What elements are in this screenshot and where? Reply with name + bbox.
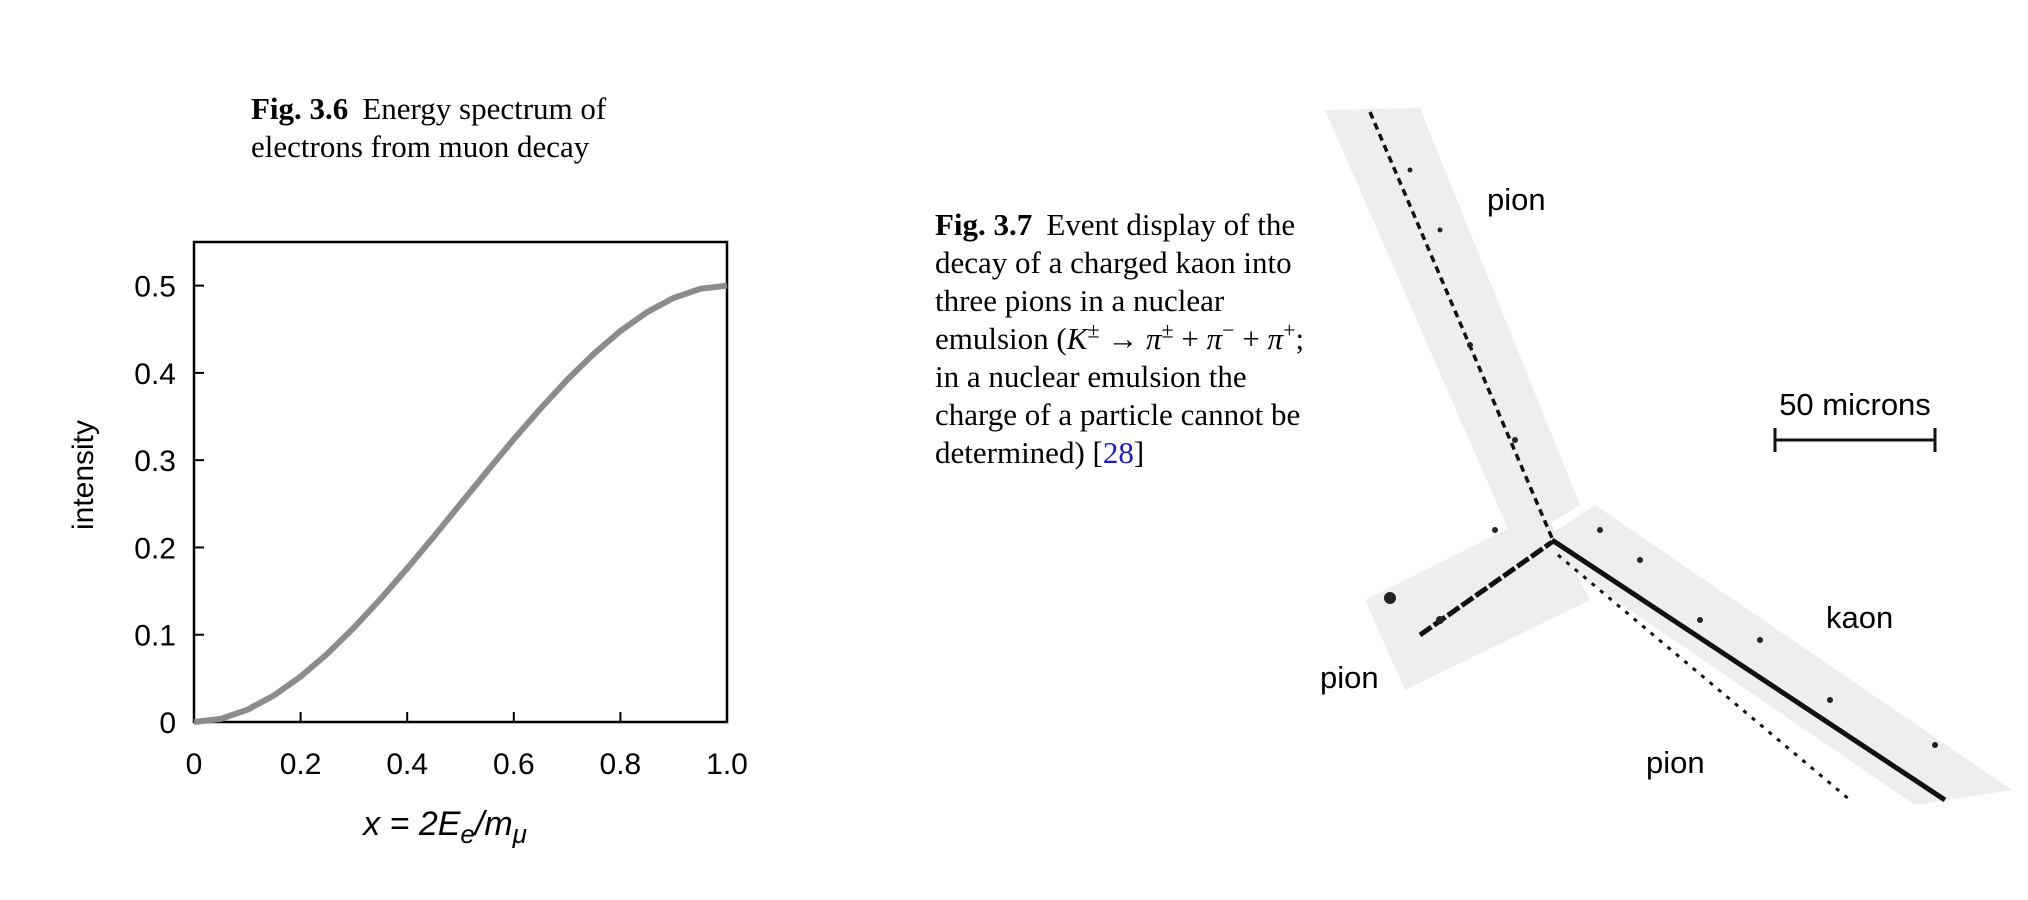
plus-2: +	[1235, 321, 1268, 356]
x-axis-label-part: /m	[473, 805, 513, 843]
citation-link[interactable]: 28	[1103, 435, 1134, 470]
x-tick-label: 0.2	[280, 748, 322, 781]
pion-symbol-3: π	[1268, 321, 1284, 356]
x-axis-label-part: μ	[512, 819, 527, 849]
energy-spectrum-chart: 0 0.2 0.4 0.6 0.8 1.0 0 0.1 0.2 0.3 0.4 0.5 intensi…	[0, 0, 800, 880]
label-pion-bottom: pion	[1646, 745, 1705, 780]
pion-charge-1: ±	[1162, 318, 1174, 343]
fig37-caption: Fig. 3.7 Event display of the decay of a …	[935, 206, 1335, 472]
x-axis-label-part: x = 2E	[361, 805, 461, 843]
scale-bar	[1775, 428, 1935, 452]
grain	[1932, 742, 1938, 748]
x-tick-label: 0.6	[493, 748, 535, 781]
x-axis-label-part: e	[460, 819, 474, 849]
scale-bar-label: 50 microns	[1779, 387, 1931, 422]
label-pion-left: pion	[1320, 660, 1379, 695]
x-tick-label: 0.8	[600, 748, 642, 781]
grain	[1408, 168, 1413, 173]
y-tick-label: 0.5	[134, 271, 176, 304]
grain	[1637, 557, 1643, 563]
grain	[1384, 592, 1396, 604]
label-kaon: kaon	[1826, 600, 1893, 635]
fig37-caption-text3: ]	[1134, 435, 1144, 470]
x-axis-label: x = 2Ee/mμ	[361, 805, 527, 849]
grain	[1757, 637, 1763, 643]
grain	[1512, 437, 1518, 443]
grain	[1827, 697, 1833, 703]
y-tick-label: 0.4	[134, 358, 176, 391]
y-tick-label: 0	[159, 707, 176, 740]
y-tick-label: 0.3	[134, 445, 176, 478]
pion-symbol-2: π	[1207, 321, 1223, 356]
kaon-symbol: K	[1067, 321, 1088, 356]
grain	[1697, 617, 1703, 623]
pion-charge-3: +	[1283, 318, 1295, 343]
grain	[1492, 527, 1498, 533]
track-kaon	[1552, 540, 1945, 800]
kaon-charge: ±	[1087, 318, 1099, 343]
pion-charge-2: −	[1222, 318, 1234, 343]
emulsion-bands	[1325, 108, 2012, 805]
plus-1: +	[1174, 321, 1207, 356]
fig37-label: Fig. 3.7	[935, 207, 1032, 242]
y-tick-label: 0.2	[134, 532, 176, 565]
grain	[1467, 342, 1473, 348]
y-axis-label: intensity	[67, 420, 100, 530]
decay-arrow: →	[1100, 321, 1147, 356]
grain	[1436, 616, 1444, 624]
x-tick-label: 0	[186, 748, 203, 781]
series-line-electron-spectrum	[194, 286, 727, 722]
emulsion-band-top-pion	[1325, 108, 1580, 545]
label-pion-top: pion	[1487, 182, 1546, 217]
pion-symbol-1: π	[1146, 321, 1162, 356]
x-tick-label: 0.4	[386, 748, 428, 781]
chart-axes: 0 0.2 0.4 0.6 0.8 1.0 0 0.1 0.2 0.3 0.4 0.5	[134, 242, 748, 781]
y-tick-label: 0.1	[134, 620, 176, 653]
kaon-decay-emulsion-image: pion pion pion kaon 50 microns	[1300, 100, 2020, 820]
grain	[1597, 527, 1603, 533]
grain	[1438, 228, 1443, 233]
emulsion-band-kaon	[1535, 505, 2012, 805]
x-tick-label: 1.0	[706, 748, 748, 781]
